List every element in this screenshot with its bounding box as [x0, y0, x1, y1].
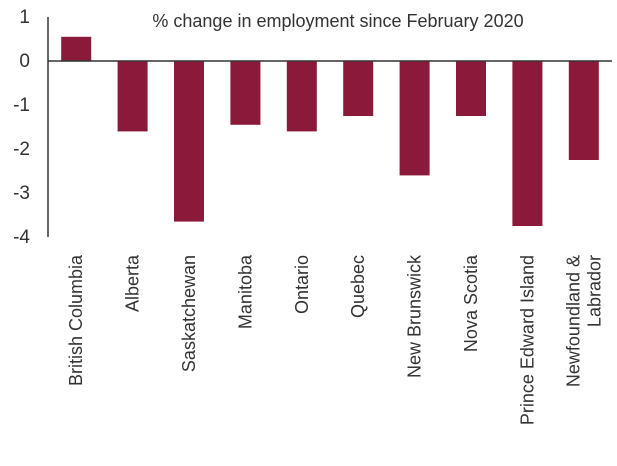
bars [61, 36, 599, 226]
y-tick-label: -2 [13, 139, 30, 160]
category-label: Newfoundland & Labrador [563, 255, 604, 387]
category-label: Saskatchewan [179, 255, 199, 372]
y-tick-label: -3 [13, 183, 30, 204]
bar [399, 61, 430, 176]
category-label-line: Ontario [292, 255, 312, 314]
category-label-line: Saskatchewan [179, 255, 199, 372]
category-label-line: British Columbia [66, 254, 86, 386]
category-label: Ontario [292, 255, 312, 314]
category-label-line: New Brunswick [405, 254, 425, 378]
category-label-line: Quebec [348, 255, 368, 318]
category-label-line: Nova Scotia [461, 254, 481, 352]
category-label: Quebec [348, 255, 368, 318]
bar [230, 61, 261, 125]
y-tick-label: -4 [13, 227, 30, 248]
bar [61, 36, 92, 61]
y-tick-label: -1 [13, 95, 30, 116]
category-label-line: Labrador [584, 255, 604, 327]
bar [456, 61, 486, 116]
category-label: New Brunswick [405, 254, 425, 378]
category-label-line: Prince Edward Island [517, 255, 537, 425]
category-label: Manitoba [235, 254, 255, 329]
y-tick-label: 1 [19, 7, 30, 28]
bar [117, 61, 148, 132]
category-label-line: Newfoundland & [563, 255, 583, 387]
y-axis: 1 0 -1 -2 -3 -4 [13, 7, 49, 248]
bar [286, 61, 317, 132]
category-label: Alberta [123, 254, 143, 312]
category-label-line: Manitoba [235, 254, 255, 329]
category-label: Nova Scotia [461, 254, 481, 352]
category-label: British Columbia [66, 254, 86, 386]
y-tick-label: 0 [19, 51, 30, 72]
bar [512, 61, 543, 226]
bar [343, 61, 374, 116]
category-label-line: Alberta [123, 254, 143, 312]
category-label: Prince Edward Island [517, 255, 537, 425]
bar [174, 61, 204, 222]
category-labels: British Columbia Alberta Saskatchewan Manit… [66, 254, 604, 425]
chart-title: % change in employment since February 20… [152, 11, 523, 31]
bar [568, 61, 599, 160]
